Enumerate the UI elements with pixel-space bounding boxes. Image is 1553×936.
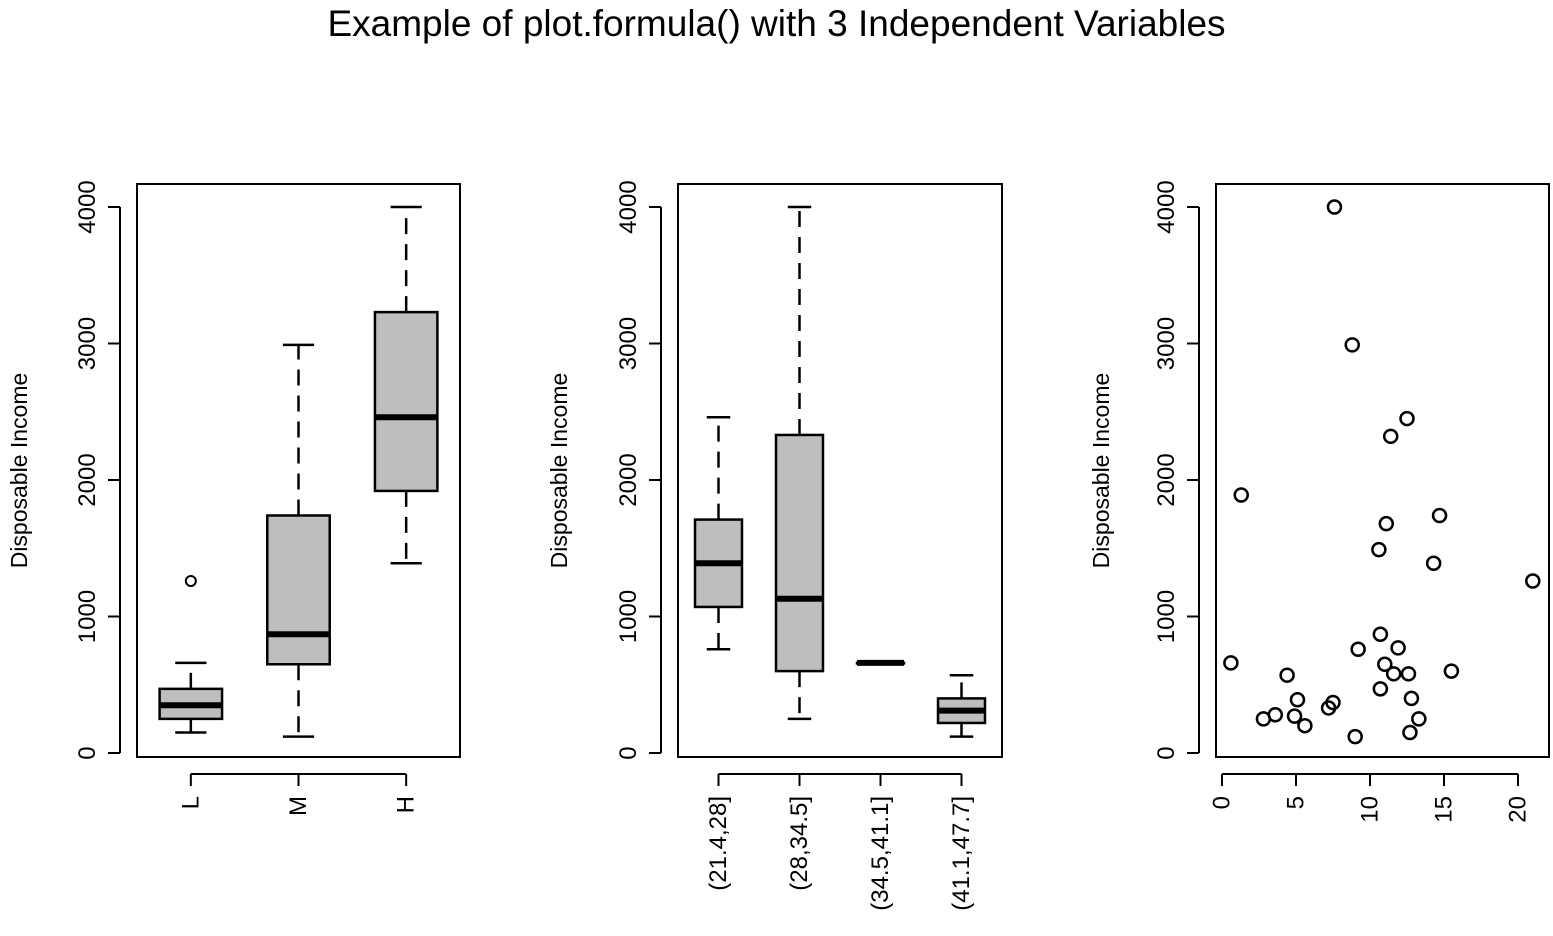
x-tick-label: H — [393, 796, 420, 813]
x-tick-label: (34.5,41.1] — [867, 796, 894, 911]
box-2 — [266, 343, 331, 738]
y-tick-label: 4000 — [1153, 180, 1180, 233]
y-tick-label: 0 — [74, 746, 101, 759]
x-tick-label: L — [177, 796, 204, 809]
scatter-point — [1399, 410, 1415, 427]
outlier-point — [184, 575, 197, 588]
x-tick-label: 15 — [1431, 796, 1458, 823]
scatter-point — [1443, 663, 1460, 679]
y-tick-label: 4000 — [74, 180, 101, 233]
plot-frame — [677, 183, 1003, 758]
scatter-point — [1425, 555, 1442, 572]
scatter-point — [1400, 666, 1417, 682]
y-tick-label: 3000 — [615, 317, 642, 370]
scatter-point — [1403, 690, 1420, 707]
y-axis-label: Disposable Income — [6, 373, 32, 569]
x-tick-label: 0 — [1209, 796, 1236, 809]
scatter-point — [1525, 573, 1541, 589]
panel-income-by-age-group: 0 1000 2000 3000 4000 Disposable Income (21.4,… — [546, 180, 1003, 911]
box-3 — [855, 659, 906, 666]
scatter-point — [1402, 724, 1418, 741]
scatter-point — [1267, 707, 1284, 723]
x-tick-label: 20 — [1505, 796, 1532, 823]
y-axis-label: Disposable Income — [1088, 373, 1114, 569]
scatter-point — [1372, 681, 1389, 697]
x-tick-label: 10 — [1357, 796, 1384, 823]
y-tick-label: 1000 — [74, 590, 101, 643]
y-tick-label: 2000 — [1153, 453, 1180, 506]
scatter-point — [1390, 640, 1406, 656]
panel-income-scatter: 0 1000 2000 3000 4000 Disposable Income 0 5 10 15… — [1088, 180, 1550, 823]
scatter-point — [1286, 708, 1303, 724]
y-tick-label: 3000 — [1153, 317, 1180, 370]
scatter-point — [1431, 507, 1448, 524]
scatter-point — [1350, 641, 1366, 658]
x-tick-label: 5 — [1283, 796, 1310, 809]
scatter-point — [1289, 692, 1306, 708]
scatter-point — [1279, 667, 1295, 683]
chart-title: Example of plot.formula() with 3 Indepen… — [327, 3, 1226, 44]
box-1 — [158, 575, 224, 734]
box-4 — [936, 673, 987, 738]
x-tick-label: (41.1,47.7] — [948, 796, 975, 911]
x-tick-label: (21.4,28] — [705, 796, 732, 891]
scatter-point — [1382, 428, 1399, 445]
y-tick-label: 0 — [615, 746, 642, 759]
scatter-point — [1378, 515, 1395, 532]
scatter-point — [1223, 655, 1239, 671]
x-tick-label: M — [285, 796, 312, 816]
y-tick-label: 4000 — [615, 180, 642, 233]
scatter-point — [1411, 711, 1427, 727]
plot-frame — [1215, 183, 1550, 758]
scatter-point — [1325, 694, 1341, 711]
scatter-point — [1326, 199, 1343, 215]
scatter-point — [1344, 337, 1360, 353]
box-iqr — [373, 310, 439, 493]
scatter-point — [1371, 541, 1387, 558]
y-tick-label: 1000 — [615, 590, 642, 643]
scatter-point — [1385, 666, 1402, 682]
y-tick-label: 2000 — [615, 453, 642, 506]
scatter-point — [1377, 656, 1393, 673]
y-tick-label: 2000 — [74, 453, 101, 506]
box-2 — [774, 205, 825, 721]
panel-income-by-level: 0 1000 2000 3000 4000 Disposable Income L M H — [6, 180, 461, 816]
box-1 — [693, 415, 744, 651]
scatter-point — [1347, 728, 1363, 745]
plot-frame — [136, 183, 461, 758]
scatter-point — [1233, 487, 1249, 503]
box-3 — [373, 205, 439, 565]
box-iqr — [266, 514, 331, 666]
y-axis-label: Disposable Income — [546, 373, 572, 569]
y-tick-label: 3000 — [74, 317, 101, 370]
y-tick-label: 0 — [1153, 746, 1180, 759]
y-tick-label: 1000 — [1153, 590, 1180, 643]
scatter-point — [1297, 717, 1313, 734]
x-tick-label: (28,34.5] — [786, 796, 813, 891]
box-iqr — [774, 433, 825, 673]
scatter-point — [1372, 626, 1389, 642]
